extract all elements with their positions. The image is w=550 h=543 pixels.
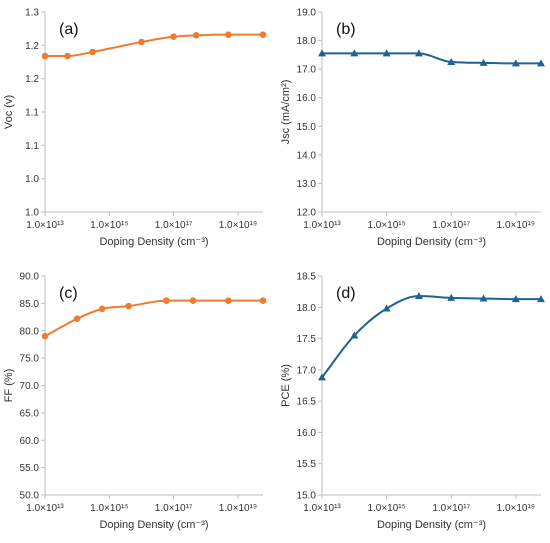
series-line <box>322 52 541 65</box>
y-tick-label: 17.5 <box>297 334 317 345</box>
data-point-marker <box>170 33 177 40</box>
x-axis-label: Doping Density (cm⁻³) <box>377 236 486 248</box>
y-tick-label: 65.0 <box>20 408 40 419</box>
y-axis-label: Jsc (mA/cm²) <box>280 80 292 145</box>
y-tick-label: 70.0 <box>20 381 40 392</box>
data-point-marker <box>511 295 520 303</box>
data-point-marker <box>414 292 423 300</box>
y-tick-label: 18.0 <box>297 36 317 47</box>
data-point-marker <box>259 31 267 38</box>
data-point-marker <box>350 49 359 57</box>
y-tick-label: 55.0 <box>20 463 40 474</box>
chart-panel-a: 1.0 1.0 1.1 1.1 1.2 1.2 1.3 1.0×10¹³ 1.0×10¹⁵ 1.0… <box>3 8 267 248</box>
data-point-marker <box>41 332 49 340</box>
x-tick-label: 1.0×10¹⁵ <box>90 503 128 514</box>
chart-panel-b: 12.0 13.0 14.0 15.0 16.0 17.0 18.0 19.0 1.0×10¹³… <box>280 8 545 248</box>
y-tick-label: 16.5 <box>297 397 317 408</box>
data-point-marker <box>382 304 391 312</box>
x-tick-label: 1.0×10¹⁹ <box>497 503 535 514</box>
y-axis-label: PCE (%) <box>280 364 292 407</box>
y-tick-label: 12.0 <box>297 208 317 219</box>
x-tick-label: 1.0×10¹⁵ <box>367 220 405 231</box>
data-point-marker <box>64 52 71 60</box>
y-tick-label: 85.0 <box>20 299 40 310</box>
y-tick-label: 1.1 <box>25 108 39 119</box>
y-tick-label: 75.0 <box>20 354 40 365</box>
x-axis-label: Doping Density (cm⁻³) <box>99 519 208 531</box>
panel-label: (a) <box>59 21 79 38</box>
data-point-marker <box>537 59 545 67</box>
data-point-marker <box>224 31 232 38</box>
data-point-marker <box>163 297 170 304</box>
panel-label: (c) <box>59 285 78 302</box>
data-point-marker <box>479 294 488 302</box>
panel-label: (d) <box>336 285 356 302</box>
data-point-marker <box>318 373 326 381</box>
y-tick-label: 1.2 <box>25 41 39 52</box>
x-tick-label: 1.0×10¹³ <box>303 503 341 514</box>
y-tick-label: 16.0 <box>297 93 317 104</box>
y-tick-label: 90.0 <box>20 272 40 283</box>
data-point-marker <box>224 297 232 304</box>
y-tick-label: 13.0 <box>297 179 317 190</box>
x-axis-label: Doping Density (cm⁻³) <box>377 519 486 531</box>
x-axis-label: Doping Density (cm⁻³) <box>99 236 208 248</box>
y-tick-label: 15.0 <box>297 122 317 133</box>
y-axis-label: FF (%) <box>3 369 15 403</box>
x-tick-label: 1.0×10¹⁵ <box>90 220 128 231</box>
data-point-marker <box>138 38 145 46</box>
data-point-marker <box>350 331 359 339</box>
data-point-marker <box>259 297 267 304</box>
y-tick-label: 19.0 <box>297 8 317 19</box>
chart-panel-c: 50.0 55.0 60.0 65.0 70.0 75.0 80.0 85.0 90.0 1.0×… <box>3 272 267 531</box>
data-point-marker <box>414 49 423 57</box>
x-tick-label: 1.0×10¹³ <box>26 503 64 514</box>
data-point-marker <box>447 58 456 65</box>
x-tick-label: 1.0×10¹³ <box>303 220 341 231</box>
y-tick-label: 18.5 <box>297 272 317 283</box>
y-tick-label: 16.0 <box>297 428 317 439</box>
y-tick-label: 1.0 <box>25 174 39 185</box>
x-tick-label: 1.0×10¹⁷ <box>155 220 193 231</box>
panel-label: (b) <box>336 21 356 38</box>
y-tick-label: 1.3 <box>25 8 39 19</box>
data-point-marker <box>73 315 81 323</box>
y-tick-label: 1.1 <box>25 141 39 152</box>
x-tick-label: 1.0×10¹⁹ <box>219 220 257 231</box>
x-tick-label: 1.0×10¹⁷ <box>155 503 193 514</box>
data-point-marker <box>41 52 49 60</box>
x-tick-label: 1.0×10¹⁹ <box>219 503 257 514</box>
x-tick-label: 1.0×10¹³ <box>26 220 64 231</box>
data-point-marker <box>537 295 545 303</box>
x-tick-label: 1.0×10¹⁹ <box>497 220 535 231</box>
data-point-marker <box>89 48 96 56</box>
y-tick-label: 50.0 <box>20 491 40 502</box>
y-tick-label: 17.0 <box>297 65 317 76</box>
data-point-marker <box>511 59 520 67</box>
data-point-marker <box>189 297 197 304</box>
y-tick-label: 14.0 <box>297 150 317 161</box>
data-point-marker <box>318 49 326 57</box>
x-tick-label: 1.0×10¹⁷ <box>432 220 470 231</box>
data-point-marker <box>98 305 106 313</box>
series-line <box>321 295 541 378</box>
y-tick-label: 60.0 <box>20 436 40 447</box>
data-point-marker <box>125 302 132 310</box>
data-point-marker <box>479 58 488 66</box>
x-tick-label: 1.0×10¹⁵ <box>367 503 405 514</box>
y-tick-label: 15.5 <box>297 459 317 470</box>
chart-panel-d: 15.0 15.5 16.0 16.5 17.0 17.5 18.0 18.5 1.0×10¹³… <box>280 272 545 531</box>
y-axis-label: Voc (v) <box>3 95 15 129</box>
y-tick-label: 80.0 <box>20 326 40 337</box>
y-tick-label: 1.0 <box>25 208 39 219</box>
x-tick-label: 1.0×10¹⁷ <box>432 503 470 514</box>
y-tick-label: 15.0 <box>297 491 317 502</box>
y-tick-label: 17.0 <box>297 365 317 376</box>
data-point-marker <box>447 293 456 301</box>
data-point-marker <box>192 32 200 39</box>
data-point-marker <box>382 49 391 57</box>
y-tick-label: 1.2 <box>25 74 39 85</box>
y-tick-label: 18.0 <box>297 303 317 314</box>
